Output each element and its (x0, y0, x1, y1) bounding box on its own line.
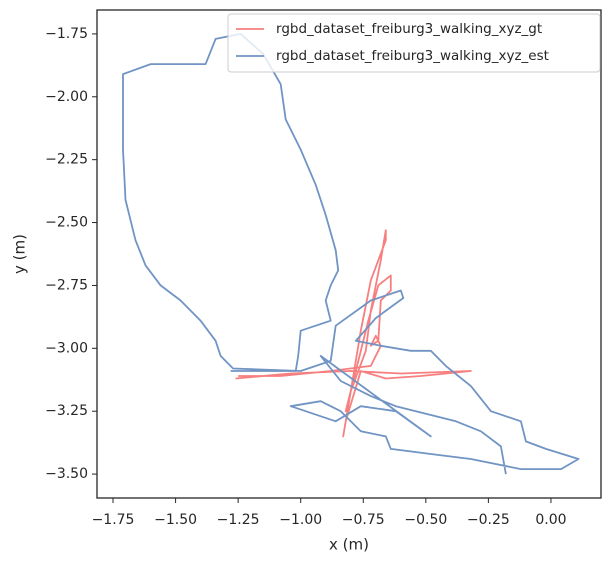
legend-label: rgbd_dataset_freiburg3_walking_xyz_gt (276, 21, 542, 37)
x-tick-label: −0.25 (467, 512, 510, 528)
x-tick-label: −1.25 (217, 512, 260, 528)
legend-box (227, 13, 601, 73)
y-tick-label: −2.00 (45, 89, 88, 105)
x-tick-label: −0.75 (342, 512, 385, 528)
x-tick-label: 0.00 (535, 512, 566, 528)
y-tick-label: −2.25 (45, 152, 88, 168)
y-axis-label: y (m) (11, 234, 29, 274)
y-tick-label: −3.25 (45, 403, 88, 419)
x-axis-label: x (m) (329, 536, 369, 554)
trajectory-line (122, 33, 580, 475)
y-tick-label: −3.00 (45, 340, 88, 356)
y-tick-label: −1.75 (45, 26, 88, 42)
x-tick-label: −1.00 (279, 512, 322, 528)
legend-label: rgbd_dataset_freiburg3_walking_xyz_est (276, 48, 549, 64)
trajectory-line (235, 229, 472, 438)
x-tick-label: −1.75 (92, 512, 135, 528)
x-tick-label: −1.50 (154, 512, 197, 528)
axes-frame (96, 9, 602, 499)
legend: rgbd_dataset_freiburg3_walking_xyz_gtrgb… (227, 13, 601, 73)
y-tick-label: −2.75 (45, 277, 88, 293)
x-tick-label: −0.50 (404, 512, 447, 528)
y-tick-label: −3.50 (45, 466, 88, 482)
y-tick-label: −2.50 (45, 215, 88, 231)
